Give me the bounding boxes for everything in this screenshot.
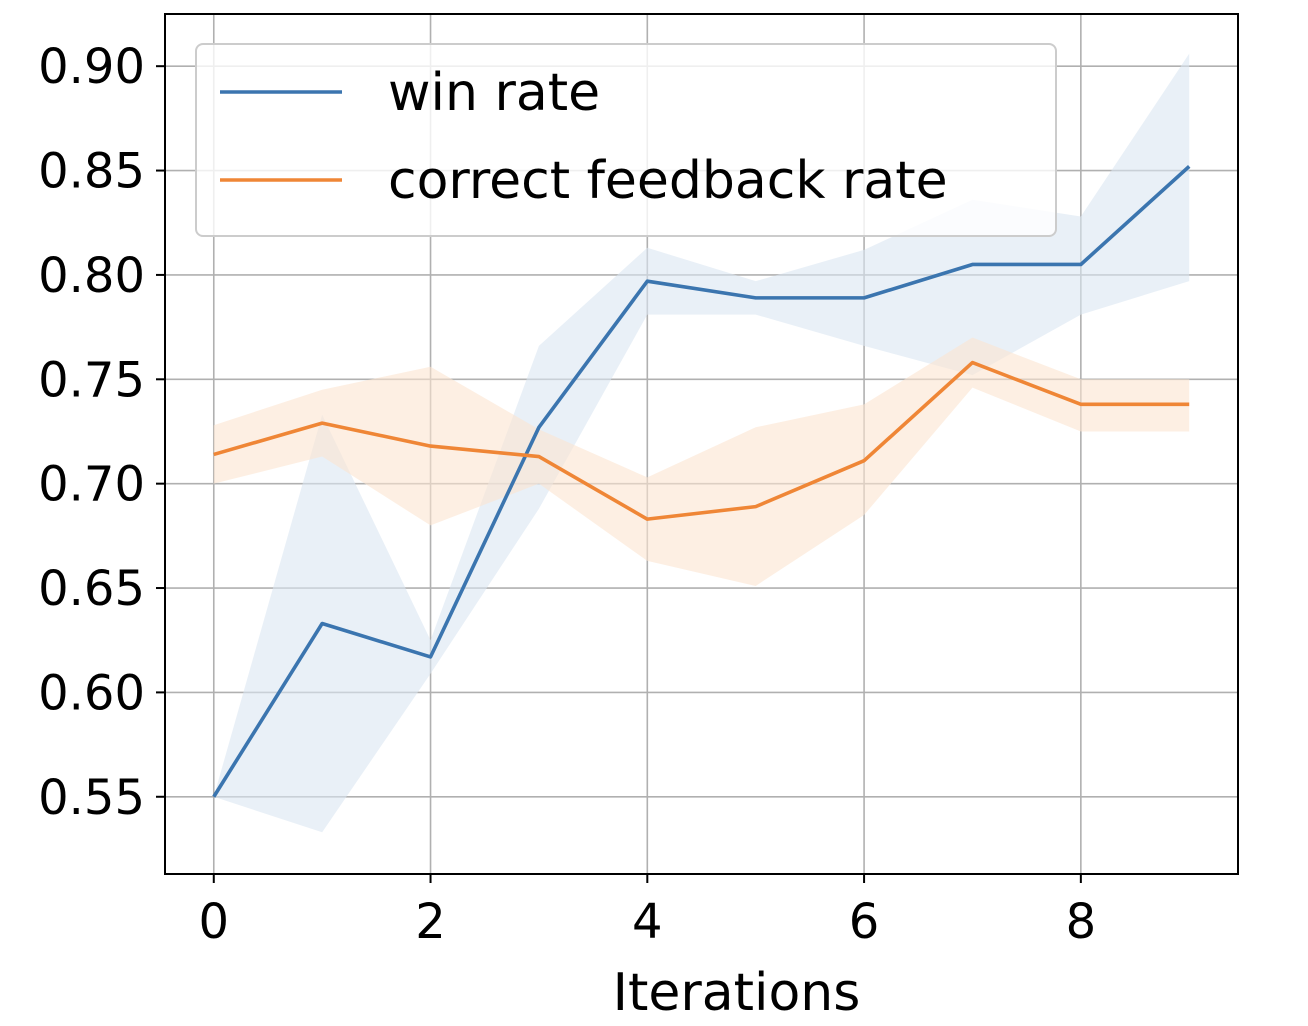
x-tick-label: 2 bbox=[415, 894, 446, 950]
legend-label: correct feedback rate bbox=[388, 151, 948, 211]
x-tick-label: 4 bbox=[632, 894, 663, 950]
y-tick-label: 0.75 bbox=[38, 352, 145, 408]
legend-label: win rate bbox=[388, 63, 600, 123]
series-lines bbox=[212, 165, 1191, 798]
plot-frame bbox=[164, 13, 1239, 875]
confidence-bands bbox=[213, 53, 1190, 833]
y-tick-label: 0.55 bbox=[38, 770, 145, 826]
legend-box bbox=[195, 43, 1057, 237]
y-tick-label: 0.70 bbox=[38, 457, 145, 513]
axis-ticks: 0 2 4 6 8 0.55 0.60 0.65 0.70 0.75 0.80 0.85 0.90 bbox=[38, 39, 1096, 950]
legend: win rate correct feedback rate bbox=[195, 43, 1057, 237]
x-axis-label: Iterations bbox=[613, 963, 861, 1023]
y-tick-label: 0.60 bbox=[38, 665, 145, 721]
confidence-band bbox=[213, 53, 1190, 833]
series-line bbox=[213, 360, 1190, 521]
x-tick-label: 8 bbox=[1066, 894, 1097, 950]
y-tick-label: 0.90 bbox=[38, 39, 145, 95]
x-tick-label: 0 bbox=[198, 894, 229, 950]
y-tick-label: 0.85 bbox=[38, 144, 145, 200]
series-line bbox=[212, 165, 1191, 798]
x-tick-label: 6 bbox=[849, 894, 880, 950]
y-tick-label: 0.65 bbox=[38, 561, 145, 617]
confidence-band bbox=[213, 337, 1190, 586]
y-tick-label: 0.80 bbox=[38, 248, 145, 304]
